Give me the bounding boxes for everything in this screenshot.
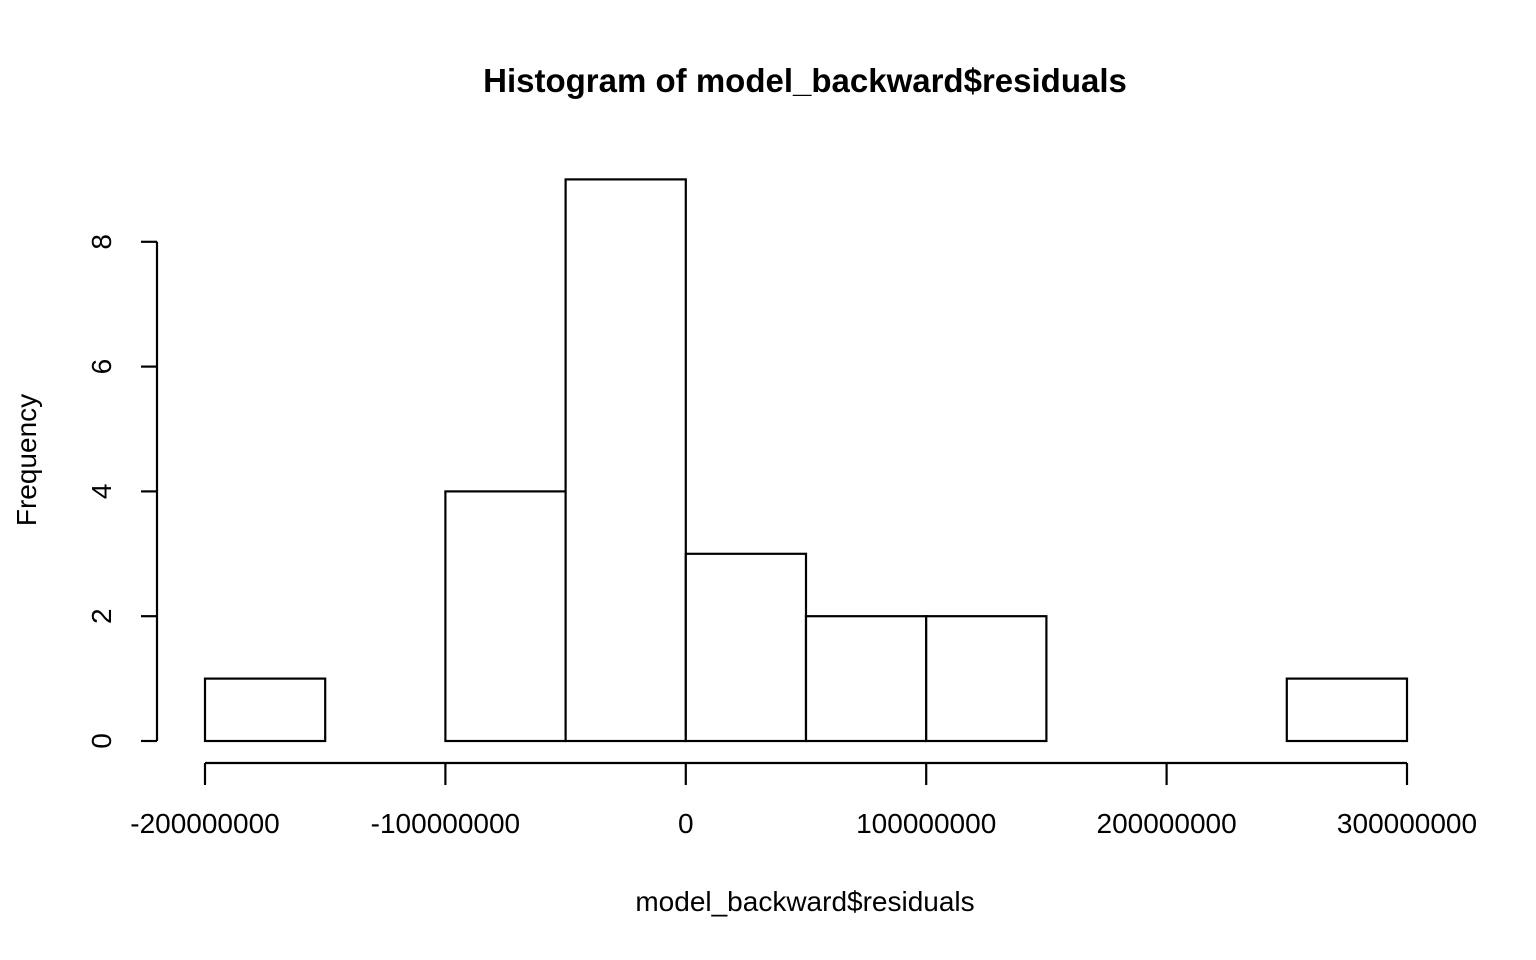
x-axis-label: model_backward$residuals <box>635 886 974 917</box>
x-axis: -200000000 -100000000 0 100000000 200000000 3… <box>130 761 1477 839</box>
y-axis-label: Frequency <box>11 394 42 526</box>
histogram-bar-3 <box>564 178 687 743</box>
y-tick-label-2: 4 <box>86 484 117 500</box>
histogram-bar-4 <box>684 552 808 743</box>
y-tick-label-1: 2 <box>86 608 117 624</box>
bars-group <box>203 178 1409 743</box>
chart-title: Histogram of model_backward$residuals <box>483 62 1127 99</box>
x-tick-label-4: 200000000 <box>1097 808 1237 839</box>
y-tick-label-0: 0 <box>86 733 117 749</box>
histogram-bar-6 <box>925 615 1048 743</box>
histogram-bar-5 <box>804 615 928 743</box>
x-tick-label-0: -200000000 <box>130 808 279 839</box>
x-tick-label-2: 0 <box>678 808 694 839</box>
histogram-bar-0 <box>203 677 327 743</box>
x-tick-label-5: 300000000 <box>1337 808 1477 839</box>
histogram-bar-9 <box>1285 677 1409 743</box>
x-tick-label-1: -100000000 <box>371 808 520 839</box>
histogram-bar-2 <box>444 490 567 743</box>
y-tick-label-4: 8 <box>86 234 117 250</box>
y-axis: 0 2 4 6 8 <box>86 234 159 749</box>
y-tick-label-3: 6 <box>86 359 117 375</box>
x-tick-label-3: 100000000 <box>856 808 996 839</box>
